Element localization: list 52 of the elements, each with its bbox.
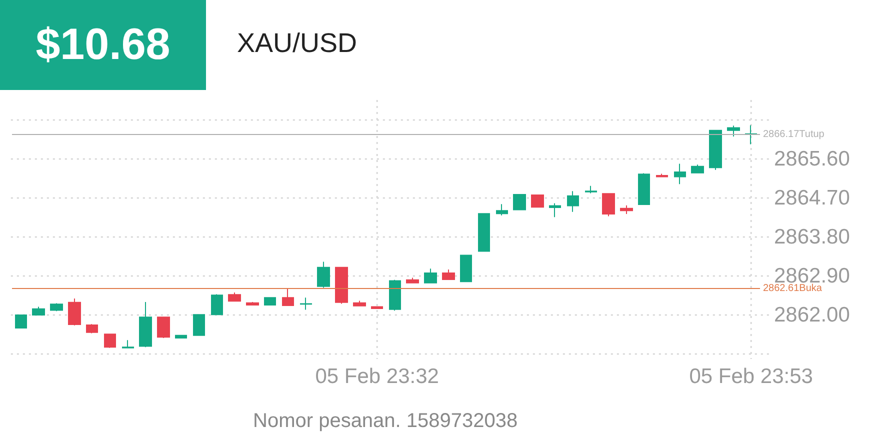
candlestick [424,268,437,284]
candlestick [656,173,668,178]
candlestick [513,194,526,210]
candlestick [15,314,27,328]
candlestick [264,297,276,306]
candlestick [691,164,704,174]
chart-title: XAU/USD [237,28,358,59]
y-tick-label: 2865.60 [774,148,850,170]
candlestick [139,302,152,348]
ref-line-label: 2866.17Tutup [763,128,825,140]
candlestick [620,204,633,215]
x-tick-label: 05 Feb 23:53 [689,365,813,388]
candlestick [478,213,490,252]
candlestick [674,163,686,185]
candlestick [567,190,579,212]
candlestick [549,202,561,218]
candlestick [211,294,223,316]
candlestick [335,266,348,304]
text: $10.68 [0,0,206,90]
candlestick [104,334,116,348]
candlestick [68,298,81,326]
x-tick-label: 05 Feb 23:32 [315,365,439,388]
candlestick [193,314,205,336]
candlestick [638,172,650,205]
candlestick [86,324,98,334]
y-tick-label: 2862.00 [774,304,850,326]
candlestick [371,306,383,309]
candlestick [389,279,401,312]
candlestick [122,340,134,349]
candlestick [282,288,294,306]
candlestick [531,194,544,208]
candlestick [585,185,597,194]
candlestick [727,125,740,137]
candlestick [175,334,187,338]
candlestick [228,292,241,302]
candlestick [496,204,508,216]
text: Nomor pesanan. 1589732038 [253,410,518,433]
candlestick [157,316,170,338]
candlestick [317,261,330,288]
candlestick [50,302,63,312]
y-tick-label: 2863.80 [774,226,850,248]
candlestick [32,306,45,316]
candlestick [442,269,455,280]
candlestick [709,130,722,170]
y-tick-label: 2864.70 [774,186,850,210]
candlestick [300,297,312,310]
candlestick [353,300,366,306]
candlestick [406,277,419,284]
ref-line-label: 2862.61Buka [763,283,822,294]
candlestick [460,254,472,282]
candlestick [246,302,259,306]
candlestick [602,193,615,217]
